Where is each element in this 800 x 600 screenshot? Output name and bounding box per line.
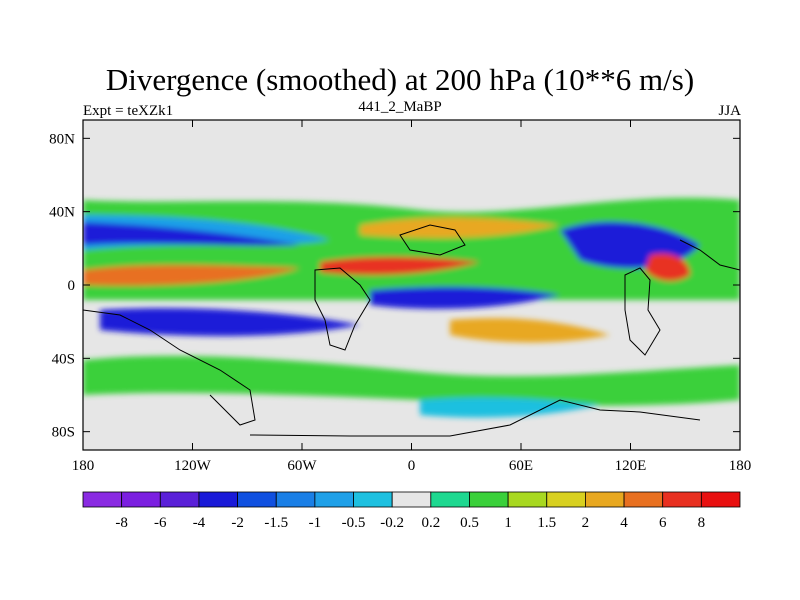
colorbar-label: -0.2 xyxy=(380,515,404,531)
colorbar-swatch xyxy=(392,492,431,507)
colorbar-swatch xyxy=(122,492,161,507)
colorbar-swatch xyxy=(238,492,277,507)
colorbar-swatch xyxy=(160,492,199,507)
x-tick-label: 180 xyxy=(72,458,95,474)
colorbar-label: 1.5 xyxy=(537,515,556,531)
colorbar-swatch xyxy=(431,492,470,507)
x-tick-label: 120W xyxy=(174,458,212,474)
colorbar-swatch xyxy=(199,492,238,507)
colorbar-swatch xyxy=(585,492,624,507)
colorbar-swatch xyxy=(276,492,315,507)
colorbar-label: -0.5 xyxy=(342,515,366,531)
colorbar: -8 -6 -4 -2 -1.5 -1 -0.5 -0.2 0.2 0.5 1 1.5 2 4 6 8 xyxy=(83,492,740,531)
run-label: 441_2_MaBP xyxy=(300,99,500,115)
colorbar-swatch xyxy=(701,492,740,507)
y-tick-label: 80S xyxy=(52,425,75,441)
colorbar-label: 1 xyxy=(504,515,512,531)
y-tick-label: 40N xyxy=(49,205,75,221)
x-tick-label: 0 xyxy=(408,458,416,474)
colorbar-swatch xyxy=(663,492,702,507)
colorbar-label: -1 xyxy=(309,515,322,531)
y-tick-label: 80N xyxy=(49,131,75,147)
season-label: JJA xyxy=(718,103,741,119)
colorbar-label: -4 xyxy=(193,515,206,531)
colorbar-label: -2 xyxy=(231,515,244,531)
x-tick-label: 180 xyxy=(729,458,752,474)
x-tick-label: 60W xyxy=(287,458,317,474)
colorbar-label: -8 xyxy=(115,515,128,531)
x-tick-label: 120E xyxy=(615,458,647,474)
colorbar-label: 0.2 xyxy=(421,515,440,531)
y-tick-label: 40S xyxy=(52,351,75,367)
colorbar-swatch xyxy=(469,492,508,507)
colorbar-label: 2 xyxy=(582,515,590,531)
plot-area xyxy=(83,120,740,450)
colorbar-swatch xyxy=(624,492,663,507)
experiment-label: Expt = teXZk1 xyxy=(83,103,173,119)
colorbar-label: -6 xyxy=(154,515,167,531)
colorbar-swatch xyxy=(508,492,547,507)
colorbar-label: 8 xyxy=(698,515,706,531)
colorbar-swatch xyxy=(315,492,354,507)
colorbar-label: -1.5 xyxy=(264,515,288,531)
colorbar-swatch xyxy=(547,492,586,507)
colorbar-label: 4 xyxy=(620,515,628,531)
y-tick-label: 0 xyxy=(68,278,76,294)
colorbar-swatch xyxy=(83,492,122,507)
colorbar-swatch xyxy=(354,492,393,507)
colorbar-label: 6 xyxy=(659,515,667,531)
colorbar-label: 0.5 xyxy=(460,515,479,531)
chart-title: Divergence (smoothed) at 200 hPa (10**6 … xyxy=(0,62,800,98)
x-tick-label: 60E xyxy=(509,458,533,474)
